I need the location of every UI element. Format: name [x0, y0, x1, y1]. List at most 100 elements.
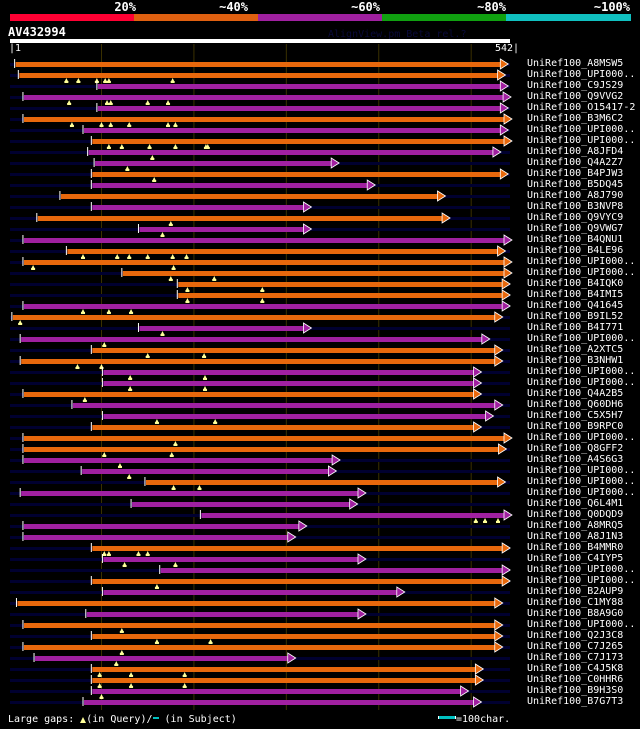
hit-label[interactable]: UniRef100_B4PJW3: [527, 168, 624, 179]
query-gap-marker-base: [205, 147, 210, 149]
hit-label[interactable]: UniRef100_UPI000..: [527, 564, 636, 575]
hit-label[interactable]: UniRef100_A8MRQ5: [527, 520, 624, 531]
query-gap-marker-base: [154, 642, 159, 644]
hit-label[interactable]: UniRef100_Q9VVG2: [527, 91, 624, 102]
hit-end-arrow: [501, 564, 511, 576]
hit-bar: [92, 689, 463, 694]
hit-label[interactable]: UniRef100_UPI000..: [527, 267, 636, 278]
hit-label[interactable]: UniRef100_B3NVP8: [527, 201, 624, 212]
query-gap-marker-base: [208, 642, 213, 644]
hit-label[interactable]: UniRef100_UPI000..: [527, 377, 636, 388]
hit-label[interactable]: UniRef100_Q2J3C8: [527, 630, 624, 641]
query-gap-marker-base: [106, 147, 111, 149]
query-gap-marker-base: [102, 455, 107, 457]
hit-label[interactable]: UniRef100_A4S6G3: [527, 454, 624, 465]
scale-seg-80: [382, 14, 506, 21]
hit-end-arrow: [494, 399, 504, 411]
hit-label[interactable]: UniRef100_UPI000..: [527, 432, 636, 443]
query-gap-marker-base: [145, 257, 150, 259]
hit-label[interactable]: UniRef100_B4IQK0: [527, 278, 624, 289]
hit-label[interactable]: UniRef100_UPI000..: [527, 69, 636, 80]
hit-label[interactable]: UniRef100_B3M6C2: [527, 113, 624, 124]
query-gap-marker-base: [127, 125, 132, 127]
hit-label[interactable]: UniRef100_UPI000..: [527, 487, 636, 498]
hit-label[interactable]: UniRef100_Q60DH6: [527, 399, 624, 410]
hit-label[interactable]: UniRef100_A8J790: [527, 190, 624, 201]
query-gap-marker-base: [31, 268, 36, 270]
hit-end-arrow: [497, 476, 507, 488]
hit-end-arrow: [287, 652, 297, 664]
hit-label[interactable]: UniRef100_Q8GFF2: [527, 443, 624, 454]
hit-label[interactable]: UniRef100_O15417-2: [527, 102, 636, 113]
query-gap-marker-base: [203, 378, 208, 380]
query-gap-marker-base: [173, 125, 178, 127]
hit-label[interactable]: UniRef100_Q4A2B5: [527, 388, 624, 399]
hit-label[interactable]: UniRef100_B9H3S0: [527, 685, 624, 696]
hit-label[interactable]: UniRef100_UPI000..: [527, 575, 636, 586]
hit-label[interactable]: UniRef100_UPI000..: [527, 366, 636, 377]
hit-end-arrow: [499, 124, 510, 136]
query-gap-marker-base: [75, 367, 80, 369]
hit-label[interactable]: UniRef100_B5DQ45: [527, 179, 624, 190]
hit-label[interactable]: UniRef100_UPI000..: [527, 476, 636, 487]
hit-label[interactable]: UniRef100_B4LE96: [527, 245, 624, 256]
hit-label[interactable]: UniRef100_B9RPC0: [527, 421, 624, 432]
hit-label[interactable]: UniRef100_Q6L4M1: [527, 498, 624, 509]
hit-label[interactable]: UniRef100_B8A9G0: [527, 608, 624, 619]
query-gap-marker-base: [483, 521, 488, 523]
hit-end-arrow: [494, 641, 504, 653]
hit-label[interactable]: UniRef100_B4QNU1: [527, 234, 624, 245]
query-gap-marker-base: [129, 312, 134, 314]
hit-end-arrow: [473, 388, 483, 400]
hit-label[interactable]: UniRef100_C4IYP5: [527, 553, 624, 564]
hit-label[interactable]: UniRef100_B4I771: [527, 322, 624, 333]
hit-label[interactable]: UniRef100_UPI000..: [527, 619, 636, 630]
query-gap-marker-base: [160, 334, 165, 336]
hit-label[interactable]: UniRef100_C7J265: [527, 641, 624, 652]
query-gap-marker-base: [184, 257, 189, 259]
query-gap-marker-base: [69, 125, 74, 127]
query-gap-marker-base: [81, 257, 86, 259]
hit-label[interactable]: UniRef100_Q0DQD9: [527, 509, 624, 520]
hit-label[interactable]: UniRef100_C1MY88: [527, 597, 624, 608]
hit-label[interactable]: UniRef100_UPI000..: [527, 465, 636, 476]
hit-end-arrow: [357, 553, 367, 565]
hit-end-arrow: [349, 498, 359, 510]
hit-label[interactable]: UniRef100_Q41645: [527, 300, 624, 311]
hit-end-arrow: [494, 355, 504, 367]
hit-label[interactable]: UniRef100_C0HHR6: [527, 674, 624, 685]
hit-label[interactable]: UniRef100_B7G7T3: [527, 696, 624, 707]
hit-label[interactable]: UniRef100_A2XTC5: [527, 344, 624, 355]
hit-label[interactable]: UniRef100_UPI000..: [527, 135, 636, 146]
query-gap-marker-base: [170, 257, 175, 259]
hit-end-arrow: [303, 223, 313, 235]
hit-label[interactable]: UniRef100_Q9VWG7: [527, 223, 624, 234]
hit-end-arrow: [499, 80, 510, 92]
ruler-end: 542|: [495, 43, 520, 54]
hit-label[interactable]: UniRef100_A8MSW5: [527, 58, 624, 69]
hit-bar: [97, 84, 503, 89]
hit-label[interactable]: UniRef100_Q4A2Z7: [527, 157, 624, 168]
hit-bar: [92, 348, 497, 353]
hit-label[interactable]: UniRef100_C4J5K8: [527, 663, 624, 674]
hit-label[interactable]: UniRef100_UPI000..: [527, 124, 636, 135]
hit-label[interactable]: UniRef100_A8JFD4: [527, 146, 624, 157]
hit-end-arrow: [473, 377, 483, 389]
hit-label[interactable]: UniRef100_C7J173: [527, 652, 624, 663]
hit-end-arrow: [474, 663, 485, 675]
hit-label[interactable]: UniRef100_UPI000..: [527, 256, 636, 267]
hit-label[interactable]: UniRef100_UPI000..: [527, 333, 636, 344]
hit-end-arrow: [481, 333, 491, 345]
hit-label[interactable]: UniRef100_C9JS29: [527, 80, 624, 91]
hit-label[interactable]: UniRef100_C5X5H7: [527, 410, 624, 421]
query-gap-marker-icon: [80, 717, 87, 723]
hit-end-arrow: [494, 619, 504, 631]
hit-label[interactable]: UniRef100_A8J1N3: [527, 531, 624, 542]
query-gap-marker-base: [106, 312, 111, 314]
hit-label[interactable]: UniRef100_B2AUP9: [527, 586, 624, 597]
hit-label[interactable]: UniRef100_Q9VYC9: [527, 212, 624, 223]
hit-label[interactable]: UniRef100_B4MMR0: [527, 542, 624, 553]
hit-label[interactable]: UniRef100_B4IMI5: [527, 289, 624, 300]
hit-label[interactable]: UniRef100_B9IL52: [527, 311, 624, 322]
hit-label[interactable]: UniRef100_B3NHW1: [527, 355, 624, 366]
